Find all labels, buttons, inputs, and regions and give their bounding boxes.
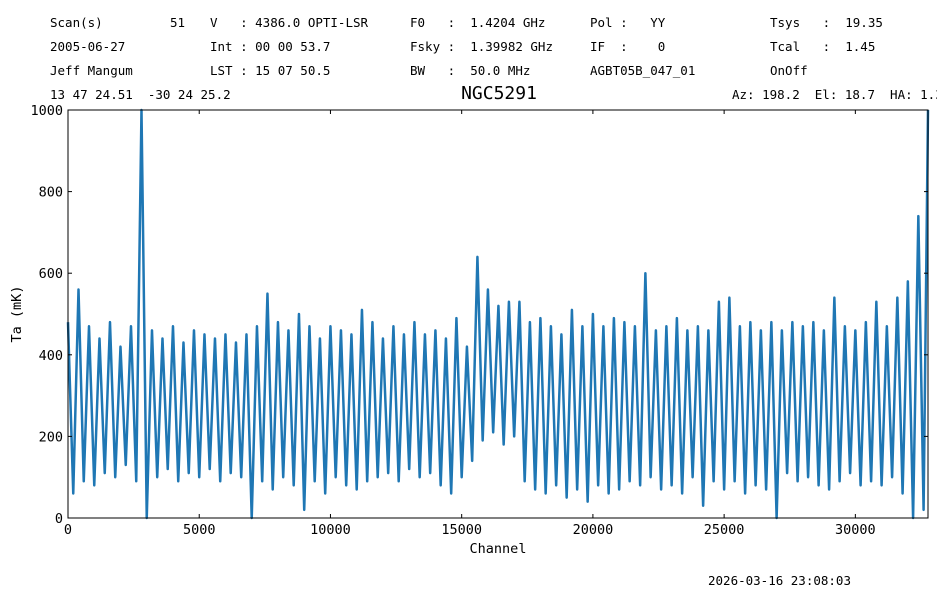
x-axis-label: Channel: [470, 541, 527, 557]
x-tick-label: 10000: [310, 522, 351, 538]
y-tick-label: 1000: [30, 103, 63, 119]
info-text: 2005-06-27: [50, 39, 125, 54]
info-text: Scan(s): [50, 15, 103, 30]
x-tick-label: 25000: [704, 522, 745, 538]
x-tick-label: 30000: [835, 522, 876, 538]
y-tick-label: 200: [39, 429, 63, 445]
x-tick-label: 0: [64, 522, 72, 538]
info-text: Jeff Mangum: [50, 63, 133, 78]
info-text: Fsky : 1.39982 GHz: [410, 39, 553, 54]
plot-frame: [67, 109, 929, 519]
info-text: Tcal : 1.45: [770, 39, 875, 54]
info-text: 2026-03-16 23:08:03: [708, 573, 851, 588]
x-tick-label: 15000: [441, 522, 482, 538]
info-text: LST : 15 07 50.5: [210, 63, 330, 78]
info-text: 51: [170, 15, 185, 30]
info-text: Tsys : 19.35: [770, 15, 883, 30]
y-tick-label: 800: [39, 185, 63, 201]
info-text: OnOff: [770, 63, 808, 78]
chart-title: NGC5291: [461, 83, 537, 104]
info-text: 13 47 24.51 -30 24 25.2: [50, 87, 231, 102]
y-tick-label: 400: [39, 348, 63, 364]
info-text: Pol : YY: [590, 15, 666, 30]
x-tick-label: 20000: [573, 522, 614, 538]
info-text: F0 : 1.4204 GHz: [410, 15, 545, 30]
info-text: IF : 0: [590, 39, 665, 54]
y-tick-label: 0: [55, 511, 63, 527]
x-tick-label: 5000: [183, 522, 216, 538]
info-text: Az: 198.2 El: 18.7 HA: 1.3: [732, 87, 937, 102]
data-line: [66, 108, 930, 520]
info-text: Int : 00 00 53.7: [210, 39, 330, 54]
y-axis-label: Ta (mK): [9, 286, 25, 343]
y-tick-label: 600: [39, 266, 63, 282]
info-text: AGBT05B_047_01: [590, 63, 695, 78]
info-text: V : 4386.0 OPTI-LSR: [210, 15, 369, 30]
info-text: BW : 50.0 MHz: [410, 63, 530, 78]
